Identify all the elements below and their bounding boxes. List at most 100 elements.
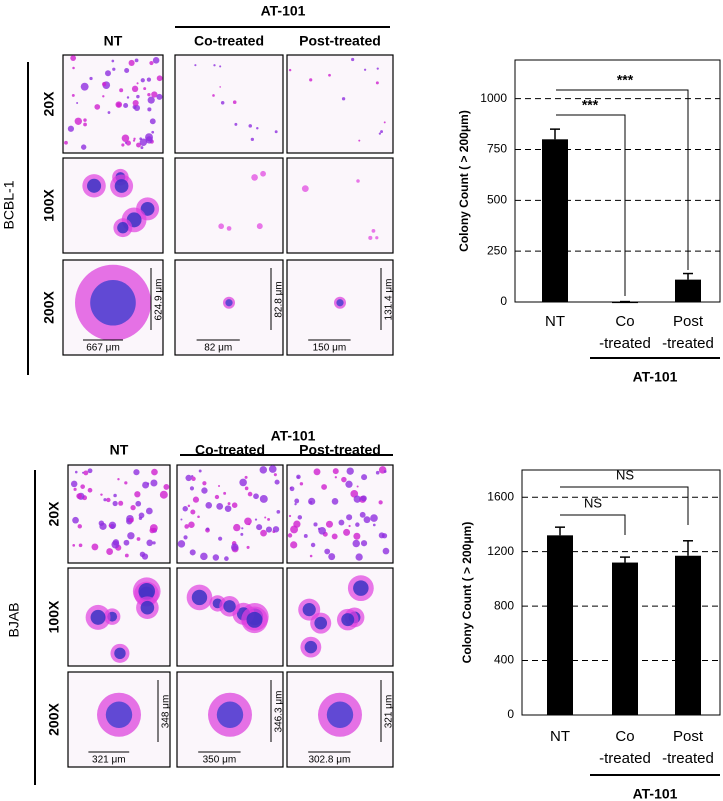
- colony: [177, 540, 186, 548]
- colony-core: [140, 600, 155, 615]
- colony: [126, 96, 130, 99]
- x-tick-label: Post -treated: [662, 728, 714, 767]
- scale-label: 321 μm: [384, 695, 395, 729]
- bar: [612, 562, 638, 715]
- colony: [259, 494, 268, 503]
- colony: [112, 500, 118, 507]
- y-tick-label: 0: [507, 707, 514, 721]
- colony: [274, 479, 280, 485]
- colony: [378, 532, 385, 539]
- colony: [205, 501, 213, 509]
- colony: [113, 493, 117, 498]
- bar: [675, 279, 701, 302]
- colony: [224, 505, 232, 512]
- colony: [213, 64, 216, 67]
- colony: [265, 526, 273, 533]
- colony: [331, 533, 338, 540]
- colony: [74, 117, 82, 125]
- row-label: 200X: [46, 702, 62, 735]
- colony-core: [341, 613, 355, 627]
- colony: [356, 179, 360, 183]
- colony: [156, 75, 163, 82]
- colony: [341, 97, 346, 101]
- colony: [313, 468, 321, 476]
- colony: [328, 73, 331, 77]
- colony: [297, 515, 303, 520]
- y-tick-label: 500: [487, 192, 507, 206]
- colony: [301, 185, 309, 192]
- colony: [259, 466, 268, 474]
- colony-core: [304, 640, 318, 654]
- bracket: [560, 514, 626, 535]
- colony: [220, 101, 225, 105]
- colony: [72, 66, 75, 70]
- colony: [123, 539, 130, 546]
- colony: [80, 144, 87, 150]
- colony: [241, 527, 244, 530]
- colony: [150, 479, 158, 487]
- colony: [308, 497, 316, 505]
- colony: [127, 532, 135, 540]
- bar: [675, 555, 701, 715]
- colony: [99, 522, 107, 530]
- colony: [234, 122, 238, 126]
- annotation: ***: [582, 97, 599, 113]
- colony: [146, 77, 152, 82]
- colony: [348, 524, 351, 528]
- column-label: NT: [104, 33, 123, 49]
- colony: [313, 522, 318, 527]
- colony-core: [336, 299, 344, 307]
- y-tick-label: 1600: [487, 489, 514, 503]
- colony: [117, 478, 120, 481]
- bracket: [556, 89, 689, 270]
- colony: [216, 502, 224, 510]
- colony: [76, 493, 83, 499]
- colony: [132, 99, 139, 107]
- colony: [102, 81, 107, 87]
- colony: [254, 518, 258, 521]
- colony: [233, 523, 241, 532]
- colony: [182, 506, 188, 512]
- colony: [146, 539, 153, 547]
- colony-core: [353, 580, 369, 596]
- colony: [260, 170, 266, 177]
- colony-core: [114, 179, 129, 193]
- colony: [87, 487, 93, 493]
- colony: [190, 509, 196, 515]
- colony: [136, 537, 141, 541]
- colony: [140, 78, 145, 83]
- colony-core: [326, 701, 354, 728]
- y-tick-label: 750: [487, 142, 507, 156]
- colony: [296, 474, 301, 480]
- colony: [375, 470, 380, 475]
- colony: [77, 524, 82, 529]
- micrograph: [174, 157, 284, 254]
- colony: [303, 534, 308, 538]
- colony: [244, 486, 249, 491]
- colony: [149, 524, 158, 532]
- colony: [194, 64, 197, 67]
- row-label: 100X: [46, 600, 62, 633]
- colony: [76, 102, 79, 105]
- colony: [256, 127, 259, 130]
- colony: [121, 134, 130, 142]
- colony: [123, 102, 129, 109]
- colony: [130, 505, 136, 511]
- colony: [359, 511, 366, 518]
- colony-core: [105, 701, 133, 728]
- colony: [288, 514, 292, 518]
- colony: [218, 223, 224, 230]
- colony: [232, 100, 237, 105]
- colony: [133, 469, 140, 476]
- colony: [133, 137, 136, 140]
- colony: [346, 467, 354, 475]
- colony: [89, 76, 93, 81]
- colony: [331, 498, 339, 505]
- colony: [189, 486, 195, 491]
- colony: [324, 548, 331, 555]
- colony: [352, 539, 360, 548]
- colony: [253, 493, 259, 500]
- colony: [151, 91, 158, 98]
- micrograph: [176, 464, 284, 564]
- column-label: Post-treated: [299, 442, 381, 458]
